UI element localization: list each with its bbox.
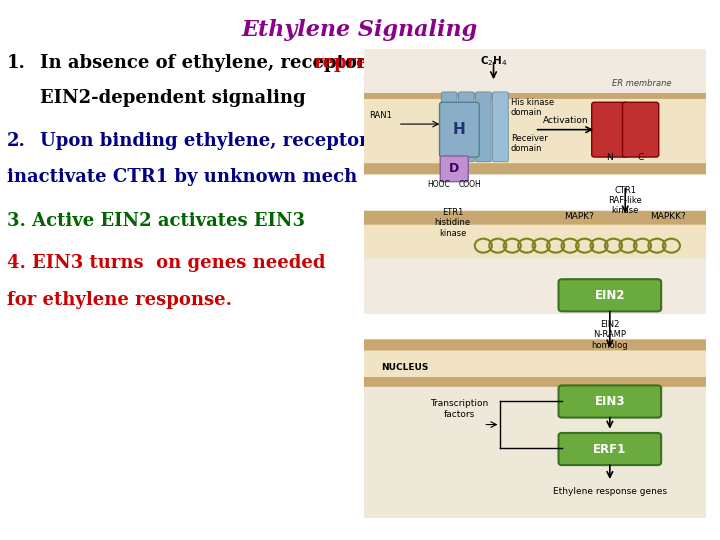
FancyBboxPatch shape bbox=[592, 102, 628, 157]
Text: Activation: Activation bbox=[543, 116, 588, 125]
FancyBboxPatch shape bbox=[346, 85, 720, 174]
Text: EIN2: EIN2 bbox=[595, 289, 625, 302]
Text: Receiver
domain: Receiver domain bbox=[510, 134, 547, 153]
Text: In absence of ethylene, receptors activate CTR1 which: In absence of ethylene, receptors activa… bbox=[40, 54, 595, 72]
Text: RAN1: RAN1 bbox=[369, 111, 392, 120]
Text: N: N bbox=[606, 153, 613, 163]
Text: Ethylene response genes: Ethylene response genes bbox=[553, 488, 667, 496]
Text: EIN3: EIN3 bbox=[595, 395, 625, 408]
Text: 3. Active EIN2 activates EIN3: 3. Active EIN2 activates EIN3 bbox=[7, 212, 305, 230]
Text: NUCLEUS: NUCLEUS bbox=[381, 363, 428, 372]
FancyBboxPatch shape bbox=[357, 258, 713, 314]
Text: MAPKK?: MAPKK? bbox=[650, 212, 686, 221]
FancyBboxPatch shape bbox=[559, 386, 661, 417]
Text: inactivate CTR1 by unknown mech: inactivate CTR1 by unknown mech bbox=[7, 168, 357, 186]
Text: EIN2-dependent signaling: EIN2-dependent signaling bbox=[40, 89, 305, 107]
Text: ERF1: ERF1 bbox=[593, 443, 626, 456]
Text: COOH: COOH bbox=[458, 180, 481, 189]
FancyBboxPatch shape bbox=[559, 433, 661, 465]
Text: ER membrane: ER membrane bbox=[612, 79, 672, 87]
Text: 2.: 2. bbox=[7, 132, 26, 150]
Text: for ethylene response.: for ethylene response. bbox=[7, 291, 232, 308]
Text: Transcription
factors: Transcription factors bbox=[431, 400, 488, 419]
FancyBboxPatch shape bbox=[441, 92, 457, 162]
Text: His kinase
domain: His kinase domain bbox=[510, 98, 554, 117]
Text: Ethylene Signaling: Ethylene Signaling bbox=[242, 19, 478, 41]
FancyBboxPatch shape bbox=[346, 339, 720, 387]
FancyBboxPatch shape bbox=[440, 156, 468, 181]
FancyBboxPatch shape bbox=[559, 279, 661, 312]
Text: 1.: 1. bbox=[7, 54, 26, 72]
Text: EIN2
N-RAMP
homolog: EIN2 N-RAMP homolog bbox=[592, 320, 628, 349]
Text: C: C bbox=[637, 153, 644, 163]
FancyBboxPatch shape bbox=[354, 350, 716, 377]
Text: MAPK?: MAPK? bbox=[564, 212, 594, 221]
FancyBboxPatch shape bbox=[350, 99, 719, 163]
FancyBboxPatch shape bbox=[623, 102, 659, 157]
FancyBboxPatch shape bbox=[357, 373, 713, 518]
FancyBboxPatch shape bbox=[439, 102, 480, 157]
Text: HOOC: HOOC bbox=[428, 180, 450, 189]
Text: Upon binding ethylene, receptors: Upon binding ethylene, receptors bbox=[40, 132, 378, 150]
FancyBboxPatch shape bbox=[459, 92, 474, 162]
FancyBboxPatch shape bbox=[346, 211, 720, 269]
FancyBboxPatch shape bbox=[492, 92, 508, 162]
Text: CTR1
RAF-like
kinase: CTR1 RAF-like kinase bbox=[608, 186, 642, 215]
Text: C$_2$H$_4$: C$_2$H$_4$ bbox=[480, 54, 508, 68]
Text: ETR1
histidine
kinase: ETR1 histidine kinase bbox=[434, 208, 471, 238]
Text: H: H bbox=[453, 122, 466, 137]
FancyBboxPatch shape bbox=[357, 43, 713, 93]
Text: represses: represses bbox=[313, 54, 410, 72]
FancyBboxPatch shape bbox=[354, 225, 716, 258]
Text: D: D bbox=[449, 163, 459, 176]
Text: 4. EIN3 turns  on genes needed: 4. EIN3 turns on genes needed bbox=[7, 254, 325, 272]
FancyBboxPatch shape bbox=[475, 92, 491, 162]
